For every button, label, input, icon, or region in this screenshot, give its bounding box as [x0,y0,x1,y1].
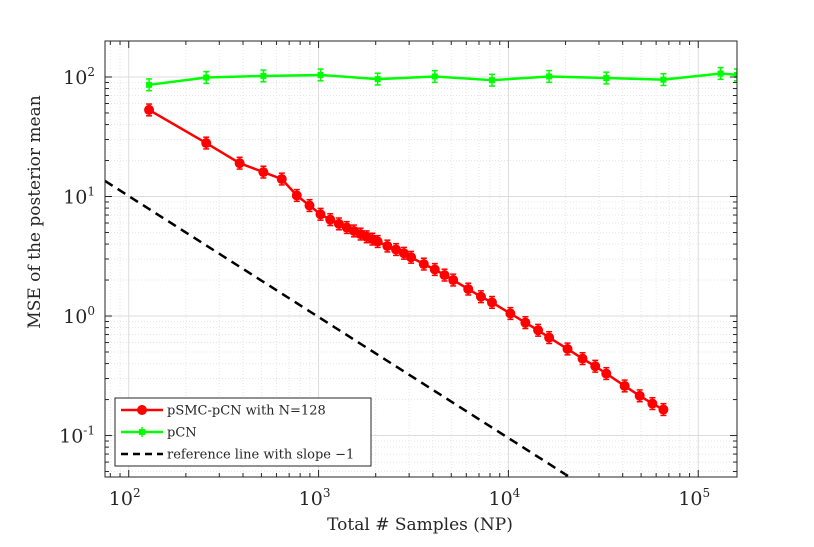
x-tick-base: 10 [109,488,133,510]
y-tick-exponent: 2 [87,65,95,79]
legend-pcn-label: pCN [167,426,197,441]
series-reference [105,179,571,477]
x-axis-label: Total # Samples (NP) [327,515,513,535]
data-point [603,75,610,82]
data-point [546,73,553,80]
data-point [601,368,612,379]
x-tick-base: 10 [678,488,702,510]
x-tick-label: 103 [299,486,331,510]
legend-reference-label: reference line with slope −1 [167,448,354,463]
data-point [463,284,474,295]
legend-entry-pcn: pCN [121,426,197,441]
data-point [418,259,429,270]
data-point [325,214,336,225]
data-point [658,404,669,415]
data-point [647,398,658,409]
data-point [488,77,495,84]
legend-psmc-label: pSMC-pCN with N=128 [167,404,326,419]
data-point [660,76,667,83]
x-tick-label: 105 [678,486,710,510]
data-point [276,174,287,185]
data-point [260,72,267,79]
y-tick-exponent: 0 [87,304,95,318]
data-point [439,270,450,281]
x-tick-exponent: 2 [133,486,141,500]
data-point [203,74,210,81]
legend-psmc-marker [137,405,147,415]
data-point [533,325,544,336]
series-psmc-pcn [144,103,669,417]
data-point [505,308,516,319]
data-point [734,71,737,78]
data-point [544,332,555,343]
series-line [105,179,571,477]
data-point [144,104,155,115]
legend-entry-psmc: pSMC-pCN with N=128 [121,404,326,419]
data-point [333,218,344,229]
series-layer [105,66,737,477]
x-tick-exponent: 5 [703,486,711,500]
data-point [317,71,324,78]
y-tick-label: 10-1 [59,424,95,448]
y-tick-label: 100 [63,304,95,328]
y-tick-base: 10 [59,426,83,448]
y-tick-base: 10 [63,187,87,209]
data-point [486,297,497,308]
data-point [429,264,440,275]
data-point [577,353,588,364]
x-tick-label: 102 [109,486,141,510]
x-tick-labels: 102 103 104 105 [109,486,710,510]
data-point [590,361,601,372]
y-axis-label: MSE of the posterior mean [25,95,45,328]
data-point [448,275,459,286]
y-tick-label: 102 [63,65,95,89]
y-tick-label: 101 [63,185,95,209]
x-tick-base: 10 [488,488,512,510]
data-point [315,209,326,220]
data-point [619,380,630,391]
data-point [258,167,269,178]
data-point [374,76,381,83]
x-tick-base: 10 [299,488,323,510]
data-point [520,317,531,328]
x-tick-exponent: 3 [323,486,331,500]
data-point [406,252,417,263]
data-point [372,236,383,247]
data-point [382,241,393,252]
data-point [475,291,486,302]
data-point [201,138,212,149]
data-point [291,190,302,201]
series-pcn [146,66,737,92]
y-tick-base: 10 [63,67,87,89]
data-point [562,343,573,354]
data-point [234,158,245,169]
y-tick-exponent: 1 [87,185,95,199]
legend-pcn-marker [139,429,145,435]
data-point [304,200,315,211]
x-tick-exponent: 4 [513,486,521,500]
data-point [146,81,153,88]
legend: pSMC-pCN with N=128 pCN reference line w… [114,397,372,467]
data-point [717,70,724,77]
series-line [148,72,737,87]
data-point [431,73,438,80]
data-point [634,390,645,401]
x-tick-label: 104 [488,486,520,510]
legend-entry-reference: reference line with slope −1 [121,448,354,463]
axis-ticks [105,40,737,477]
data-point [391,244,402,255]
y-tick-base: 10 [63,306,87,328]
y-tick-exponent: -1 [83,424,95,438]
